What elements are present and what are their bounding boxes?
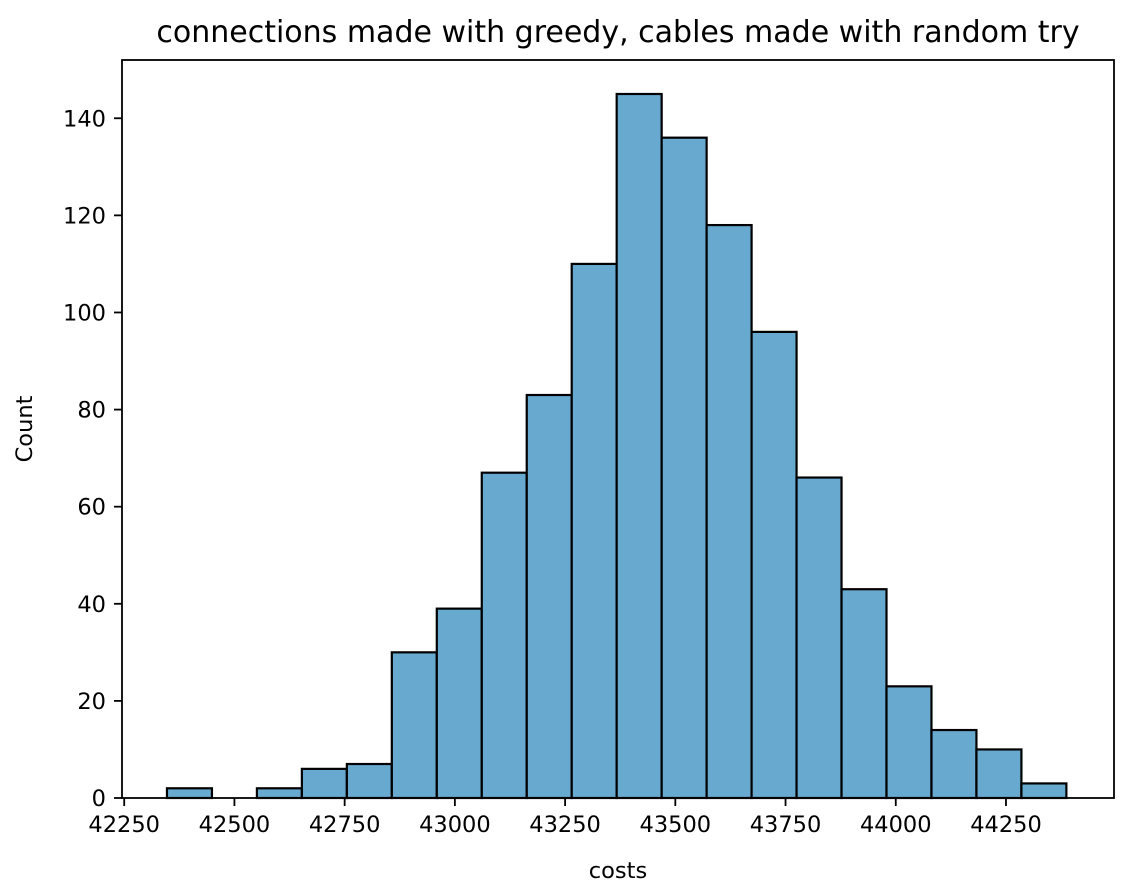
x-tick-label: 44250 bbox=[970, 812, 1042, 838]
histogram-bar-4 bbox=[345, 762, 393, 800]
histogram-bar-8 bbox=[525, 393, 573, 800]
histogram-bar-14 bbox=[795, 476, 843, 800]
plot-frame bbox=[121, 59, 1115, 799]
y-tick-label: 140 bbox=[63, 106, 106, 132]
histogram-bar-19 bbox=[1020, 782, 1068, 800]
x-tick-label: 43750 bbox=[750, 812, 822, 838]
histogram-bar-2 bbox=[255, 787, 303, 800]
x-tick-label: 44000 bbox=[860, 812, 932, 838]
y-tick-label: 60 bbox=[77, 495, 106, 521]
chart-title: connections made with greedy, cables mad… bbox=[156, 15, 1079, 50]
histogram-bar-10 bbox=[615, 92, 663, 800]
y-tick-label: 40 bbox=[77, 592, 106, 618]
y-axis-ticks: 0 20 40 60 80 100 120 140 bbox=[63, 106, 122, 812]
y-axis-label: Count bbox=[12, 395, 38, 462]
histogram-bar-3 bbox=[300, 767, 348, 800]
histogram-bar-0 bbox=[165, 787, 214, 800]
x-tick-label: 43000 bbox=[419, 812, 491, 838]
histogram-bar-5 bbox=[390, 651, 438, 800]
x-tick-label: 43250 bbox=[529, 812, 601, 838]
histogram-bar-7 bbox=[480, 471, 528, 800]
histogram-bar-13 bbox=[750, 330, 798, 800]
x-tick-label: 42250 bbox=[88, 812, 160, 838]
y-tick-label: 80 bbox=[77, 398, 106, 424]
histogram-bar-12 bbox=[705, 223, 753, 800]
x-tick-label: 43500 bbox=[640, 812, 712, 838]
x-axis-label: costs bbox=[589, 858, 647, 884]
histogram-bar-11 bbox=[660, 136, 708, 800]
y-tick-label: 20 bbox=[77, 689, 106, 715]
histogram-bar-6 bbox=[435, 607, 483, 800]
y-tick-label: 100 bbox=[63, 300, 106, 326]
x-axis-ticks: 42250 42500 42750 43000 43250 43500 43750 44000… bbox=[88, 798, 1042, 838]
y-tick-label: 0 bbox=[92, 786, 106, 812]
x-tick-label: 42750 bbox=[309, 812, 381, 838]
histogram-bar-18 bbox=[975, 748, 1023, 800]
x-tick-label: 42500 bbox=[199, 812, 271, 838]
histogram-bar-15 bbox=[840, 588, 888, 800]
histogram-bar-17 bbox=[930, 728, 978, 800]
histogram-bar-9 bbox=[570, 262, 618, 800]
bars-group bbox=[165, 92, 1068, 800]
histogram-bar-16 bbox=[885, 685, 933, 800]
y-tick-label: 120 bbox=[63, 203, 106, 229]
